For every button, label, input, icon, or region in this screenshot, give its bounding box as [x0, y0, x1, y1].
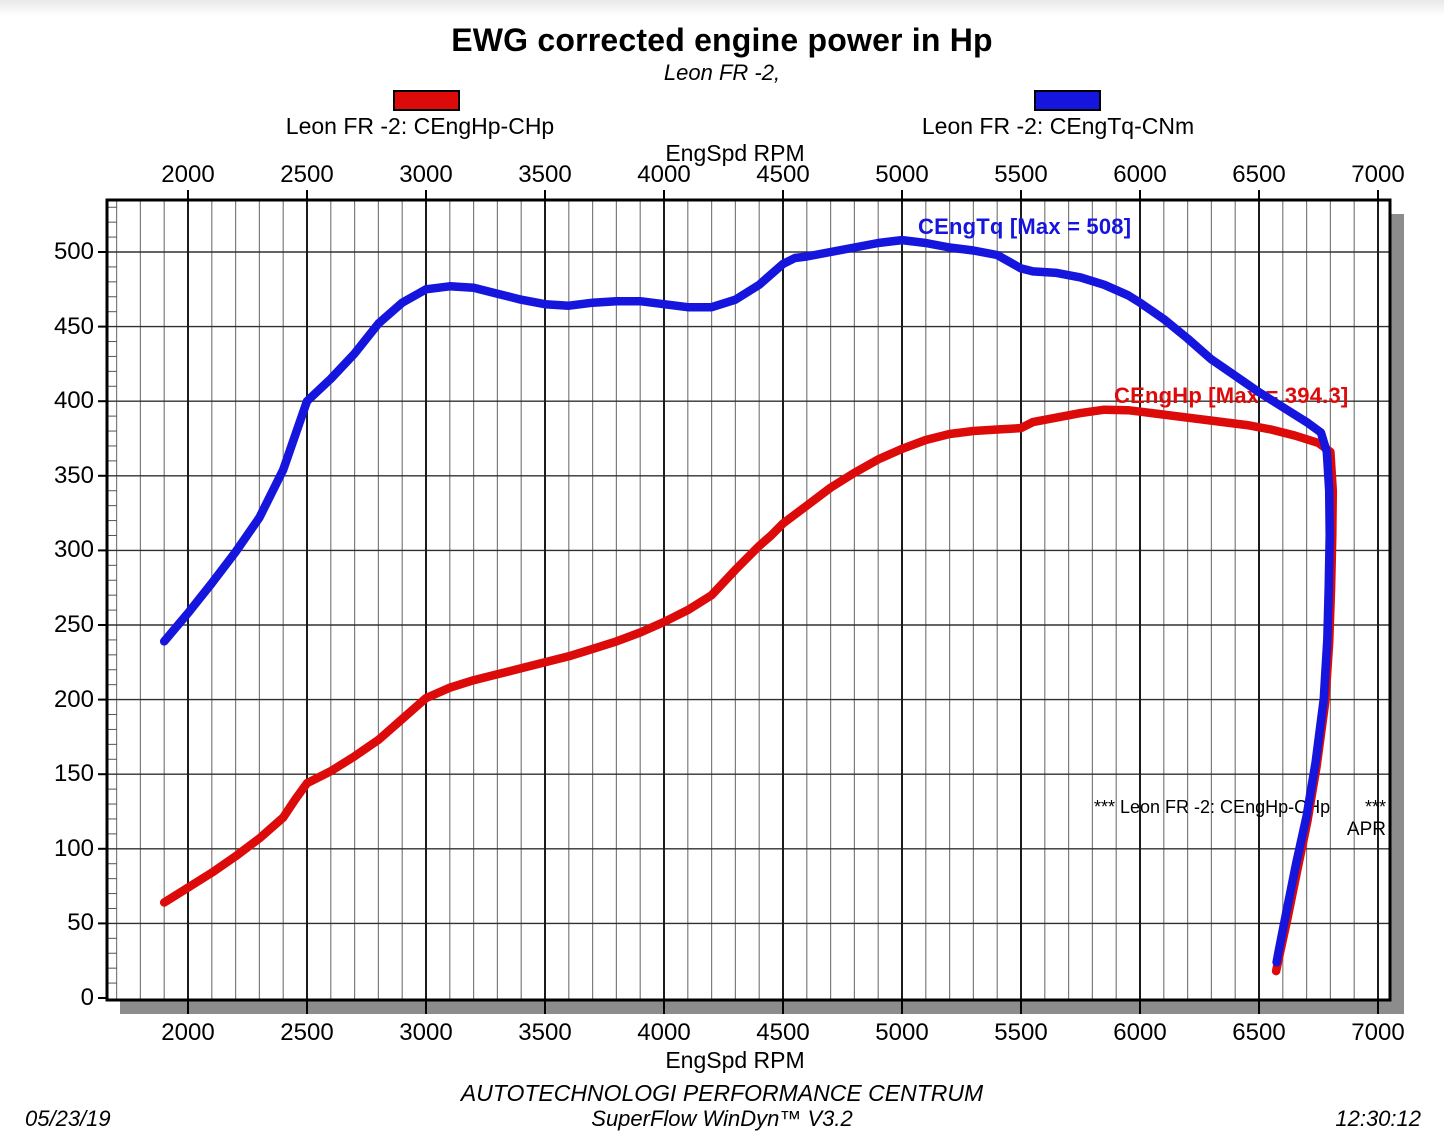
chart-subtitle: Leon FR -2,	[663, 60, 781, 85]
footer-time: 12:30:12	[1335, 1106, 1421, 1131]
plot-shadow-right	[1390, 214, 1404, 1014]
x-tick-bottom-2000: 2000	[161, 1019, 215, 1046]
run-annotation-text: *** Leon FR -2: CEngHp-CHp	[1094, 797, 1331, 817]
footer-software: SuperFlow WinDyn™ V3.2	[591, 1106, 853, 1131]
footer-company: AUTOTECHNOLOGI PERFORMANCE CENTRUM	[460, 1080, 984, 1106]
plot-shadow-bottom	[120, 1000, 1404, 1014]
y-tick-100: 100	[53, 834, 94, 862]
top-scan-band	[0, 0, 1444, 16]
x-tick-bottom-4500: 4500	[756, 1019, 810, 1046]
x-tick-top-3000: 3000	[399, 161, 453, 188]
x-axis-title-top: EngSpd RPM	[665, 140, 805, 166]
y-tick-250: 250	[53, 611, 94, 638]
legend-swatch-torque	[1034, 90, 1101, 111]
y-tick-0: 0	[80, 984, 94, 1011]
y-tick-50: 50	[67, 909, 94, 937]
y-tick-350: 350	[53, 461, 94, 489]
x-tick-top-4500: 4500	[756, 161, 810, 188]
y-tick-400: 400	[53, 387, 94, 415]
x-tick-bottom-5000: 5000	[875, 1019, 929, 1046]
x-tick-bottom-3500: 3500	[518, 1019, 572, 1046]
x-tick-bottom-3000: 3000	[399, 1019, 453, 1046]
footer-date: 05/23/19	[25, 1106, 111, 1131]
x-axis-title-bottom: EngSpd RPM	[665, 1047, 805, 1073]
legend-label-torque: Leon FR -2: CEngTq-CNm	[921, 113, 1195, 139]
x-tick-bottom-5500: 5500	[994, 1019, 1048, 1046]
x-tick-bottom-7000: 7000	[1351, 1019, 1405, 1046]
power-max-label: CEngHp [Max = 394.3]	[1114, 383, 1349, 408]
torque-max-label: CEngTq [Max = 508]	[918, 214, 1132, 239]
run-annotation-stars: ***	[1364, 797, 1386, 817]
run-annotation: *** Leon FR -2: CEngHp-CHp ***	[1094, 797, 1386, 818]
y-tick-200: 200	[53, 685, 94, 713]
legend-swatch-power	[393, 90, 460, 111]
x-tick-top-6000: 6000	[1113, 161, 1167, 188]
x-tick-bottom-6000: 6000	[1113, 1019, 1167, 1046]
apr-annotation: APR	[1346, 819, 1386, 840]
x-tick-bottom-4000: 4000	[637, 1019, 691, 1046]
x-tick-top-4000: 4000	[637, 161, 691, 188]
x-tick-bottom-2500: 2500	[280, 1019, 334, 1046]
chart-title: EWG corrected engine power in Hp	[451, 22, 993, 58]
x-tick-top-2000: 2000	[161, 161, 215, 188]
y-tick-150: 150	[53, 760, 94, 788]
x-tick-top-7000: 7000	[1351, 161, 1405, 188]
x-tick-bottom-6500: 6500	[1232, 1019, 1286, 1046]
x-tick-top-6500: 6500	[1232, 161, 1286, 188]
y-tick-500: 500	[53, 238, 94, 265]
x-tick-top-2500: 2500	[280, 161, 334, 188]
y-tick-450: 450	[53, 312, 94, 340]
x-tick-top-5000: 5000	[875, 161, 929, 188]
x-tick-top-3500: 3500	[518, 161, 572, 188]
x-tick-top-5500: 5500	[994, 161, 1048, 188]
legend-label-power: Leon FR -2: CEngHp-CHp	[285, 113, 555, 139]
y-tick-300: 300	[53, 536, 94, 564]
